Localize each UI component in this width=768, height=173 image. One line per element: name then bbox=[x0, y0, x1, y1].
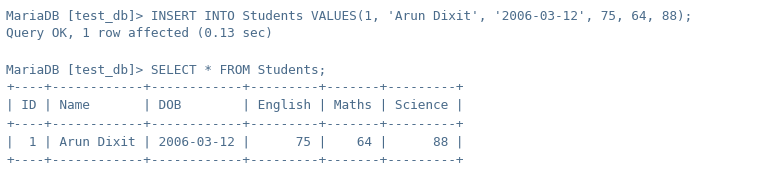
Text: Query OK, 1 row affected (0.13 sec): Query OK, 1 row affected (0.13 sec) bbox=[6, 27, 273, 40]
Text: MariaDB [test_db]> INSERT INTO Students VALUES(1, 'Arun Dixit', '2006-03-12', 75: MariaDB [test_db]> INSERT INTO Students … bbox=[6, 9, 693, 22]
Text: |  1 | Arun Dixit | 2006-03-12 |      75 |    64 |      88 |: | 1 | Arun Dixit | 2006-03-12 | 75 | 64 … bbox=[6, 136, 464, 149]
Text: +----+------------+------------+---------+-------+---------+: +----+------------+------------+--------… bbox=[6, 154, 464, 167]
Text: +----+------------+------------+---------+-------+---------+: +----+------------+------------+--------… bbox=[6, 118, 464, 131]
Text: MariaDB [test_db]> SELECT * FROM Students;: MariaDB [test_db]> SELECT * FROM Student… bbox=[6, 63, 326, 76]
Text: | ID | Name       | DOB        | English | Maths | Science |: | ID | Name | DOB | English | Maths | Sc… bbox=[6, 99, 464, 112]
Text: +----+------------+------------+---------+-------+---------+: +----+------------+------------+--------… bbox=[6, 81, 464, 94]
